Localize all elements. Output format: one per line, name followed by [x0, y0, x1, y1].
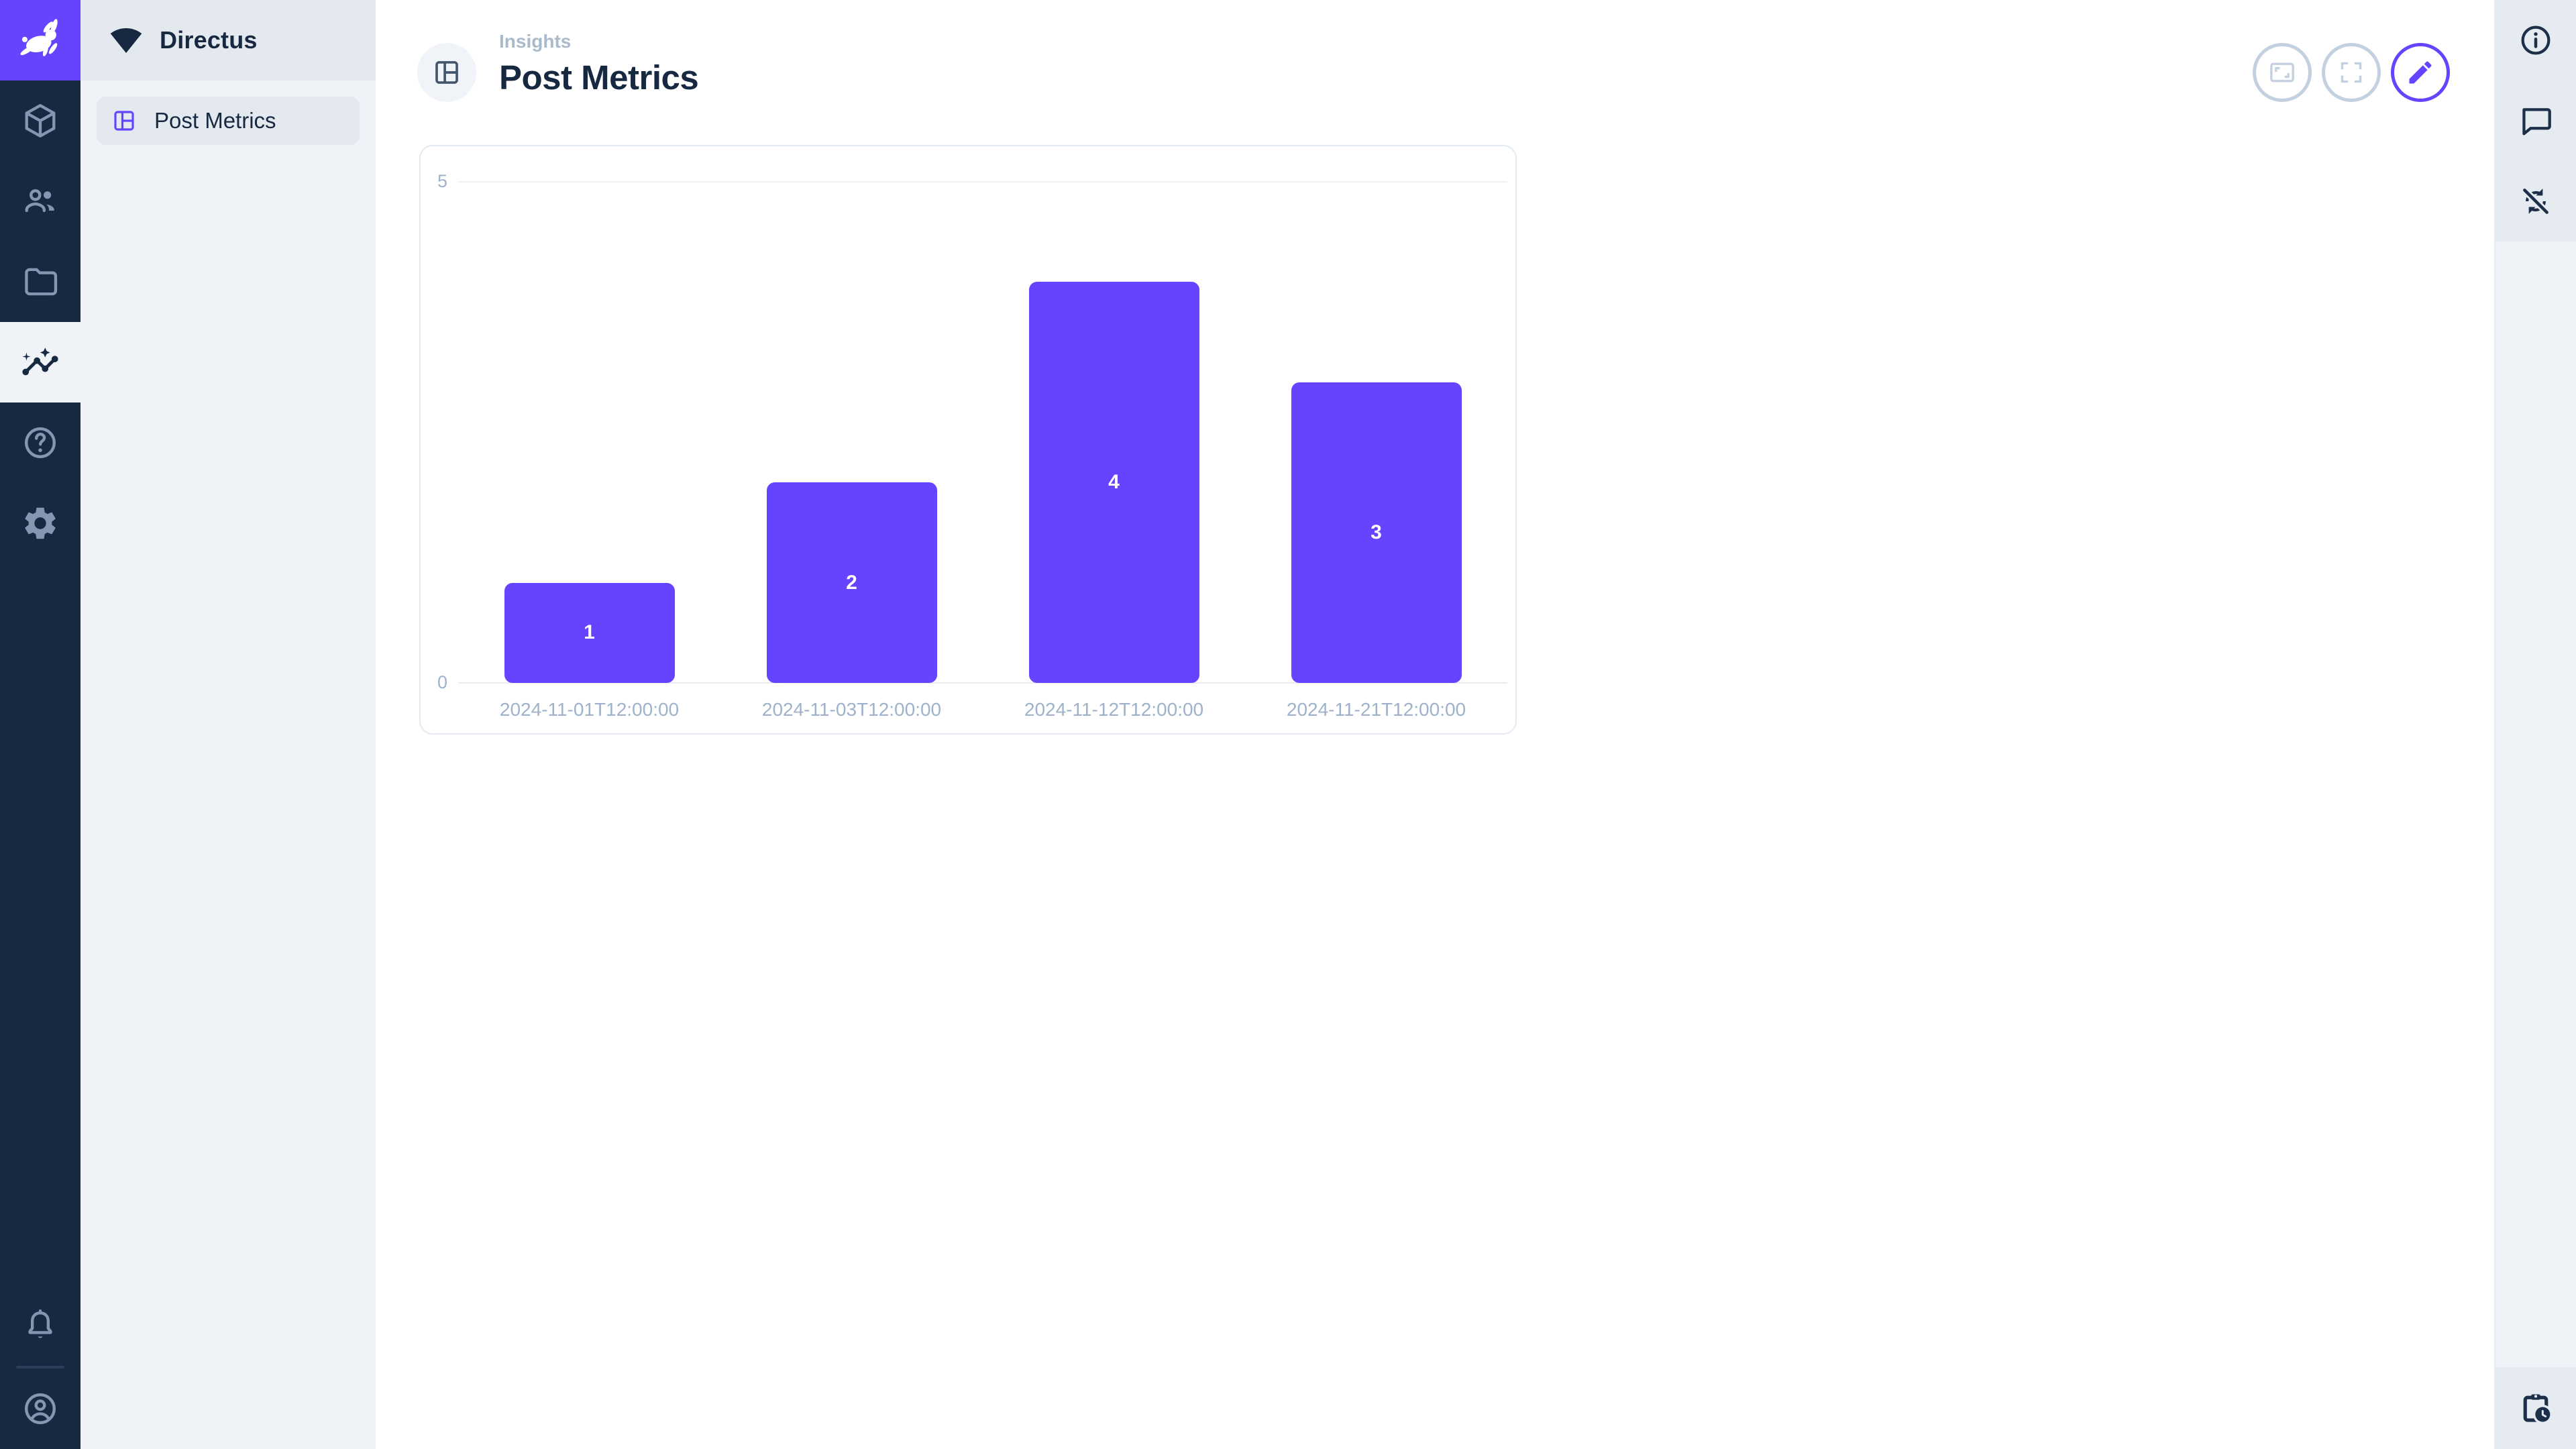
chart-x-label: 2024-11-21T12:00:00: [1286, 699, 1466, 720]
chart-x-label: 2024-11-12T12:00:00: [1024, 699, 1204, 720]
navigation-list: Post Metrics: [80, 97, 376, 145]
settings-gear-icon: [25, 507, 56, 539]
page-icon: [417, 43, 476, 102]
header-actions: [2253, 43, 2450, 102]
insights-icon: [22, 347, 58, 376]
chart-plot: 5 0 1 2024-11-01T12:00:00 2 2024-11-03T12:00:…: [421, 146, 1515, 733]
signal-wedge-icon: [110, 28, 142, 53]
module-insights[interactable]: [0, 322, 80, 402]
activity-section: [2496, 1367, 2576, 1449]
page-title: Post Metrics: [499, 58, 699, 97]
chart-bar[interactable]: 4: [1028, 282, 1199, 683]
fullscreen-button[interactable]: [2322, 43, 2381, 102]
nav-item-post-metrics[interactable]: Post Metrics: [97, 97, 360, 145]
module-content[interactable]: [0, 80, 80, 161]
chart-bar[interactable]: 3: [1291, 382, 1462, 683]
module-settings[interactable]: [0, 483, 80, 564]
comment-bubble-icon: [2522, 108, 2551, 136]
module-bar-spacer: [0, 564, 80, 1285]
user-menu-button[interactable]: [0, 1368, 80, 1449]
main-content: Insights Post Metrics: [376, 0, 2494, 1449]
fullscreen-icon: [2341, 62, 2362, 83]
chart-bar-value: 1: [584, 621, 595, 644]
info-button[interactable]: [2496, 0, 2576, 80]
chart-y-tick-label: 5: [437, 171, 447, 191]
sidebar-sections: [2496, 0, 2576, 241]
module-bar-divider: [16, 1366, 64, 1368]
chart-gridline: [458, 181, 1507, 182]
right-sidebar: [2494, 0, 2576, 1449]
zoom-to-fit-button[interactable]: [2253, 43, 2312, 102]
chart-bar[interactable]: 2: [766, 482, 937, 683]
project-name: Directus: [160, 26, 258, 54]
panel-card: 5 0 1 2024-11-01T12:00:00 2 2024-11-03T12:00:…: [419, 145, 1517, 735]
navigation-sidebar: Directus Post Metrics: [80, 0, 376, 1449]
chart-x-label: 2024-11-03T12:00:00: [761, 699, 942, 720]
chart-bar-value: 3: [1371, 521, 1382, 543]
directus-logo-button[interactable]: [0, 0, 80, 80]
module-file-library[interactable]: [0, 241, 80, 322]
notifications-button[interactable]: [0, 1285, 80, 1366]
module-docs[interactable]: [0, 402, 80, 483]
module-bar: [0, 0, 80, 1449]
chart-y-tick-label: 0: [437, 672, 447, 692]
account-circle-icon: [25, 1393, 56, 1424]
pending-actions-icon: [2523, 1394, 2553, 1424]
edit-panels-button[interactable]: [2391, 43, 2450, 102]
pencil-icon: [2409, 61, 2432, 84]
refresh-disabled-button[interactable]: [2496, 161, 2576, 241]
activity-button[interactable]: [2496, 1368, 2576, 1448]
nav-item-label: Post Metrics: [154, 108, 276, 133]
chart-gridline: [458, 682, 1507, 684]
comments-button[interactable]: [2496, 80, 2576, 161]
box-icon: [25, 104, 56, 138]
dashboard-icon: [114, 111, 134, 131]
folder-icon: [25, 268, 58, 296]
aspect-ratio-icon: [2270, 62, 2294, 83]
module-user-directory[interactable]: [0, 161, 80, 241]
dashboard-icon: [435, 61, 458, 84]
sync-disabled-icon: [2521, 186, 2551, 216]
info-icon: [2521, 25, 2551, 55]
bell-icon: [28, 1309, 52, 1338]
chart-x-label: 2024-11-01T12:00:00: [499, 699, 680, 720]
breadcrumb[interactable]: Insights: [499, 31, 572, 52]
chart-bar[interactable]: 1: [504, 582, 675, 683]
title-block: Insights Post Metrics: [499, 31, 699, 97]
project-header[interactable]: Directus: [80, 0, 376, 80]
chart-bar-value: 2: [846, 571, 857, 594]
directus-rabbit-icon: [20, 19, 58, 56]
people-icon: [25, 189, 54, 213]
help-icon: [25, 427, 56, 458]
chart-bar-value: 4: [1108, 471, 1120, 494]
